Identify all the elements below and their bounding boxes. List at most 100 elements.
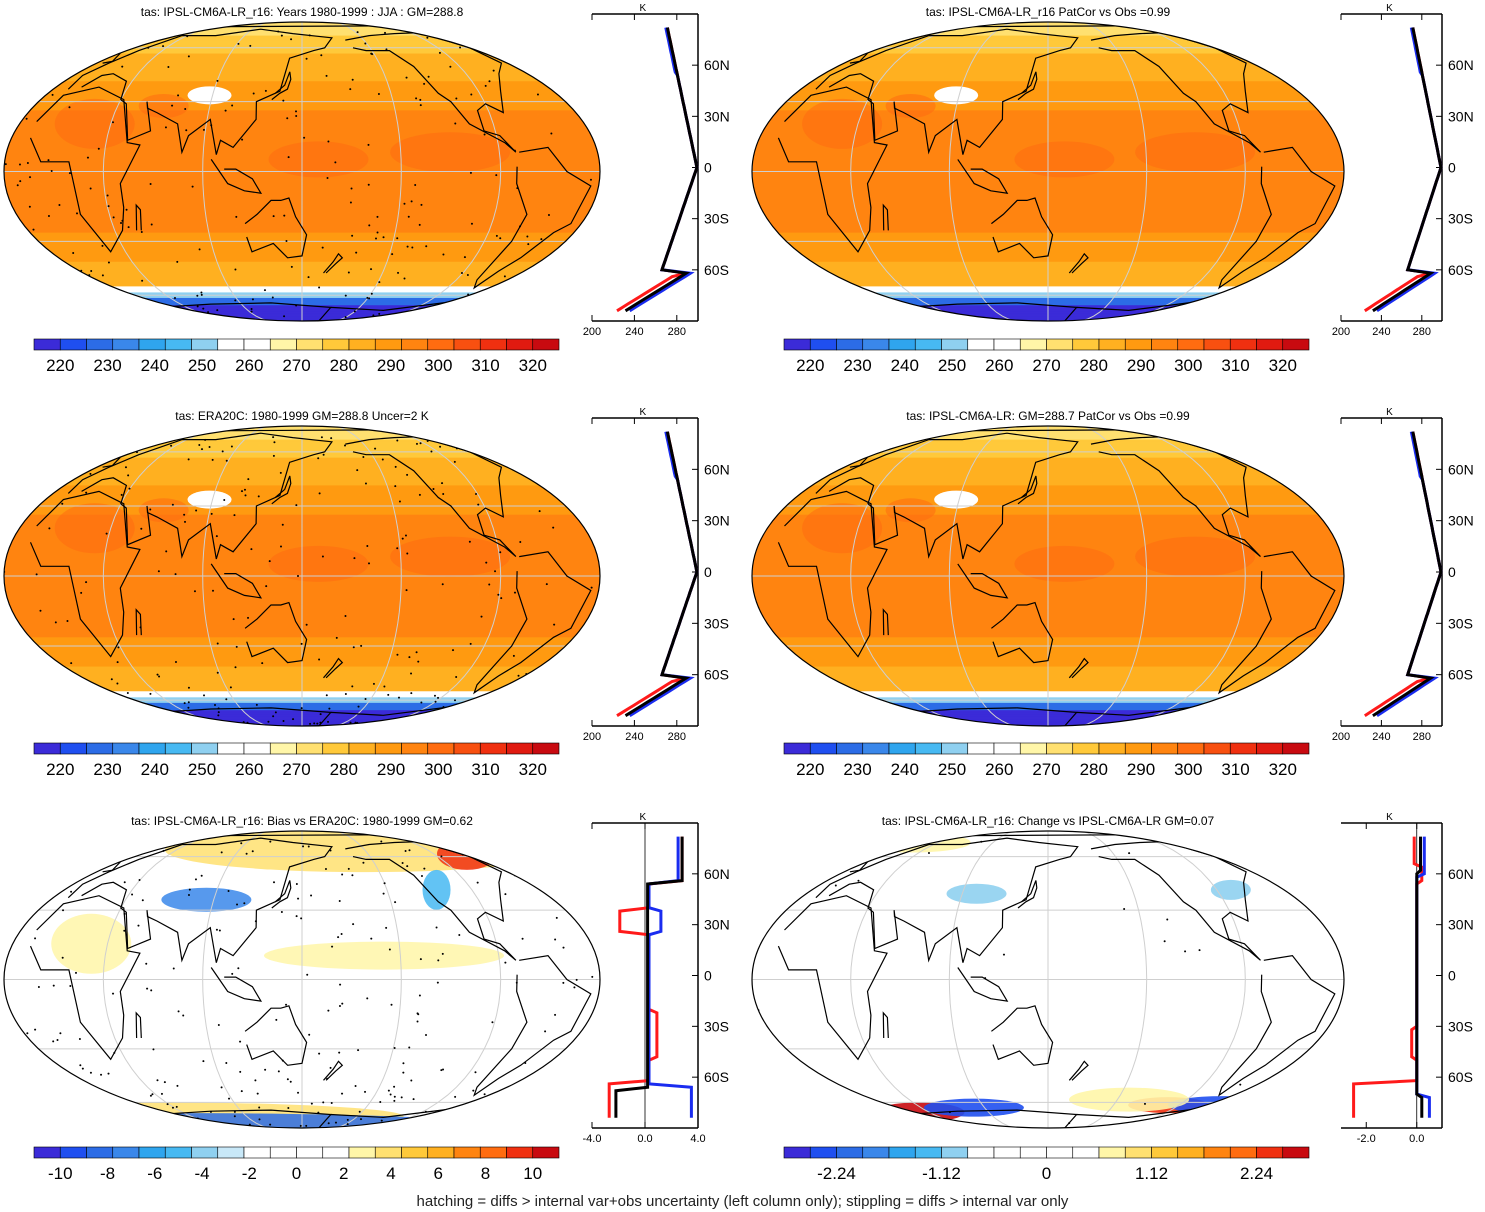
colorbar-swatch (112, 742, 140, 755)
colorbar-swatch (862, 1146, 890, 1159)
colorbar-swatch (967, 1146, 995, 1159)
colorbar-swatch (1177, 338, 1205, 351)
profile-xlabel: K (640, 407, 647, 418)
colorbar-tick-label: 300 (1174, 760, 1202, 779)
colorbar-swatch (967, 742, 995, 755)
colorbar-tick-label: -1.12 (922, 1164, 961, 1183)
coastline (815, 837, 1079, 963)
colorbar-tick-label: 2 (339, 1164, 348, 1183)
colorbar-swatch (532, 742, 560, 755)
colorbar-swatch (164, 1146, 192, 1159)
coastline (67, 432, 333, 560)
colorbar-tick-label: 250 (188, 760, 216, 779)
colorbar-swatch (506, 338, 534, 351)
colorbar-swatch (1019, 742, 1047, 755)
coastline (1068, 657, 1089, 679)
colorbar-tick-label: 270 (282, 356, 310, 375)
profile-x-tick-label: 280 (668, 731, 686, 743)
profile-series-red (616, 431, 699, 717)
colorbar-tick-label: 220 (796, 760, 824, 779)
colorbar-swatch (86, 1146, 114, 1159)
colorbar-tick-label: -6 (147, 1164, 162, 1183)
profile-y-tick-label: 60N (704, 866, 730, 882)
colorbar-tick-label: 290 (1127, 760, 1155, 779)
colorbar: 220 230 240 250 260 270 280 290 300 310 320 (33, 742, 560, 779)
colorbar-swatch (86, 338, 114, 351)
colorbar-swatch (1151, 338, 1179, 351)
coastline (323, 252, 344, 274)
coastline (244, 601, 308, 664)
colorbar-swatch (322, 1146, 350, 1159)
profile-y-tick-label: 30S (704, 615, 729, 631)
coastline (815, 28, 1079, 155)
map-outline (751, 830, 1345, 1129)
colorbar-tick-label: 320 (1269, 356, 1297, 375)
colorbar-swatch (269, 1146, 297, 1159)
colorbar-swatch (1229, 742, 1257, 755)
coastline (67, 837, 333, 963)
profile-x-tick-label: 200 (583, 326, 601, 338)
colorbar-swatch (993, 338, 1021, 351)
colorbar-swatch (322, 742, 350, 755)
coastline (882, 1011, 889, 1039)
profile-x-tick-label: 200 (1332, 326, 1350, 338)
profile-y-tick-label: 60S (1448, 1069, 1473, 1085)
profile-series-black (1415, 836, 1424, 1118)
profile-x-tick-label: 240 (625, 731, 643, 743)
coastline (777, 895, 888, 1061)
profile-y-tick-label: 30N (704, 108, 730, 124)
colorbar-tick-label: 260 (235, 356, 263, 375)
profile-x-tick-label: 240 (1372, 326, 1390, 338)
colorbar-tick-label: 280 (330, 760, 358, 779)
coastline (271, 71, 292, 101)
colorbar-swatch (783, 742, 811, 755)
profile-y-tick-label: 30N (1448, 108, 1474, 124)
map-field (752, 426, 1344, 726)
colorbar-swatch (1203, 338, 1231, 351)
colorbar-swatch (86, 742, 114, 755)
coastline (1217, 954, 1336, 1097)
colorbar-tick-label: 8 (481, 1164, 490, 1183)
colorbar-swatch (217, 338, 245, 351)
coastline (210, 159, 263, 194)
colorbar-swatch (191, 1146, 219, 1159)
profile-y-tick-label: 60N (704, 57, 730, 73)
zonal-profile: K 60N 30N 0 30S 60S -2.0 0.0 (1341, 812, 1474, 1145)
coastline (777, 490, 888, 658)
colorbar-tick-label: 320 (519, 356, 547, 375)
profile-series-red (616, 27, 699, 313)
colorbar-tick-label: 320 (519, 760, 547, 779)
colorbar-swatch (401, 338, 429, 351)
colorbar-swatch (1098, 338, 1126, 351)
colorbar-swatch (453, 338, 481, 351)
colorbar-swatch (479, 1146, 507, 1159)
colorbar-swatch (427, 338, 455, 351)
coastline (1217, 551, 1336, 695)
colorbar-tick-label: 260 (985, 760, 1013, 779)
profile-x-tick-label: 0.0 (1409, 1133, 1424, 1145)
colorbar-tick-label: 260 (235, 760, 263, 779)
profile-y-tick-label: 30N (1448, 917, 1474, 933)
colorbar-tick-label: 290 (1127, 356, 1155, 375)
colorbar-tick-label: 250 (938, 356, 966, 375)
colorbar-tick-label: 240 (141, 356, 169, 375)
colorbar: -10 -8 -6 -4 -2 0 2 4 6 8 10 (33, 1146, 560, 1183)
coastline (158, 1107, 462, 1128)
coastline (957, 563, 1009, 599)
colorbar-tick-label: 4 (386, 1164, 395, 1183)
coastline (135, 608, 142, 636)
colorbar-swatch (1177, 1146, 1205, 1159)
panel-5: tas: IPSL-CM6A-LR_r16: Bias vs ERA20C: 1… (3, 812, 730, 1183)
panel-title: tas: IPSL-CM6A-LR: GM=288.7 PatCor vs Ob… (906, 409, 1190, 423)
map-outline (3, 830, 601, 1129)
colorbar-swatch (374, 742, 402, 755)
zonal-profile: K 60N 30N 0 30S 60S 200 240 280 (1332, 3, 1474, 338)
colorbar-swatch (348, 338, 376, 351)
colorbar-tick-label: -4 (194, 1164, 209, 1183)
colorbar-swatch (836, 338, 864, 351)
colorbar-swatch (809, 338, 837, 351)
colorbar-swatch (427, 742, 455, 755)
profile-y-tick-label: 60N (704, 461, 730, 477)
colorbar-tick-label: 310 (1221, 760, 1249, 779)
profile-series-red (1352, 836, 1424, 1118)
